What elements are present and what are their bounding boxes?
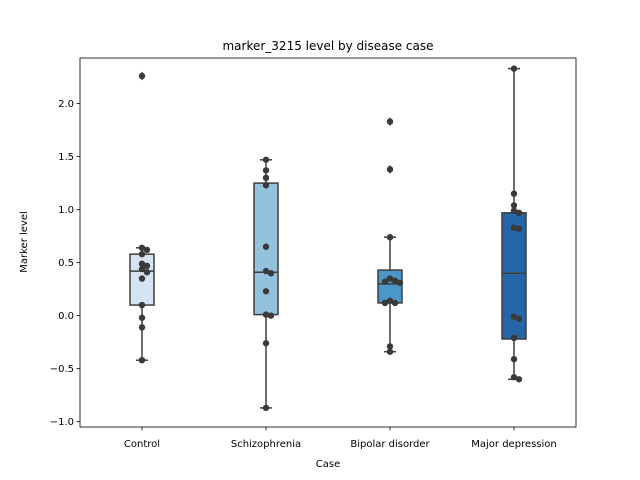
y-tick-label: −1.0	[50, 417, 74, 428]
data-point	[386, 348, 394, 355]
data-point	[262, 267, 270, 275]
data-point	[386, 118, 394, 125]
data-point	[386, 275, 394, 282]
y-tick-label: 1.5	[58, 152, 74, 163]
iqr-box	[501, 212, 527, 340]
y-tick-label: 0.0	[58, 311, 74, 322]
data-point	[138, 250, 146, 258]
data-point	[510, 65, 518, 72]
data-point	[510, 373, 518, 381]
data-point	[143, 262, 151, 270]
data-point	[386, 343, 394, 350]
x-tick-label: Control	[124, 439, 160, 450]
data-point	[138, 324, 146, 331]
x-tick-label: Schizophrenia	[231, 439, 301, 450]
y-axis: −1.0 −0.5 0.0 0.5 1.0 1.5 2.0	[50, 99, 80, 428]
data-point	[138, 265, 146, 273]
data-point	[515, 376, 523, 383]
data-point	[138, 72, 146, 80]
data-point	[267, 270, 275, 277]
chart-title: marker_3215 level by disease case	[222, 39, 433, 53]
x-axis: Control Schizophrenia Bipolar disorder Majo…	[124, 427, 557, 450]
data-point	[138, 260, 146, 267]
data-point	[510, 355, 518, 363]
data-point	[262, 340, 270, 347]
data-point	[138, 314, 146, 321]
data-point	[391, 277, 399, 284]
data-point	[143, 246, 151, 254]
data-point	[396, 279, 404, 286]
data-point	[262, 288, 270, 295]
data-point	[262, 167, 270, 174]
data-point	[386, 297, 394, 305]
swarm-group	[262, 156, 275, 412]
y-tick-label: 2.0	[58, 99, 74, 110]
data-point	[262, 311, 270, 318]
swarm-group	[138, 72, 151, 364]
data-point	[386, 166, 394, 173]
data-point	[143, 268, 151, 276]
data-point	[262, 243, 270, 250]
data-point	[515, 225, 523, 232]
data-point	[515, 209, 523, 217]
y-tick-label: −0.5	[50, 364, 74, 375]
data-point	[138, 356, 146, 364]
plot-area	[129, 65, 527, 412]
y-tick-label: 0.5	[58, 258, 74, 269]
data-point	[267, 312, 275, 319]
data-point	[381, 278, 389, 285]
data-point	[262, 156, 270, 163]
axes-frame	[79, 57, 577, 428]
data-point	[262, 174, 270, 182]
data-point	[510, 202, 518, 209]
data-point	[386, 233, 394, 241]
data-point	[262, 404, 270, 412]
data-point	[262, 182, 270, 189]
data-point	[510, 224, 518, 231]
data-point	[381, 299, 389, 307]
data-point	[515, 315, 523, 323]
data-point	[510, 313, 518, 320]
data-point	[138, 301, 146, 309]
x-tick-label: Major depression	[471, 439, 557, 450]
data-point	[510, 334, 518, 342]
y-axis-label: Marker level	[19, 211, 30, 273]
swarm-group	[381, 118, 404, 355]
swarm-group	[510, 65, 523, 383]
data-point	[391, 299, 399, 307]
data-point	[510, 190, 518, 197]
data-point	[138, 275, 146, 282]
data-point	[138, 244, 146, 252]
x-axis-label: Case	[316, 459, 340, 470]
data-point	[510, 207, 518, 214]
x-tick-label: Bipolar disorder	[350, 439, 430, 450]
y-tick-label: 1.0	[58, 205, 74, 216]
